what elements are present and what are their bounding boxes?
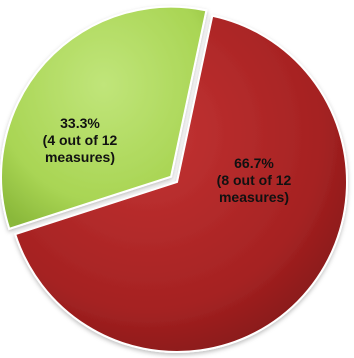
pie-slice-0 bbox=[13, 14, 348, 353]
slice-label-line: (4 out of 12 bbox=[43, 132, 118, 148]
slice-label-0: 66.7% (8 out of 12 measures) bbox=[217, 155, 292, 205]
slice-label-1: 33.3% (4 out of 12 measures) bbox=[43, 115, 118, 165]
pie-slices bbox=[0, 5, 348, 353]
pie-labels: 66.7% (8 out of 12 measures)33.3% (4 out of… bbox=[43, 115, 292, 205]
slice-label-line: measures) bbox=[45, 149, 115, 165]
pie-slice-1 bbox=[0, 5, 208, 231]
slice-label-line: 66.7% bbox=[234, 155, 274, 171]
slice-label-line: measures) bbox=[219, 189, 289, 205]
slice-label-line: (8 out of 12 bbox=[217, 172, 292, 188]
slice-label-line: 33.3% bbox=[60, 115, 100, 131]
